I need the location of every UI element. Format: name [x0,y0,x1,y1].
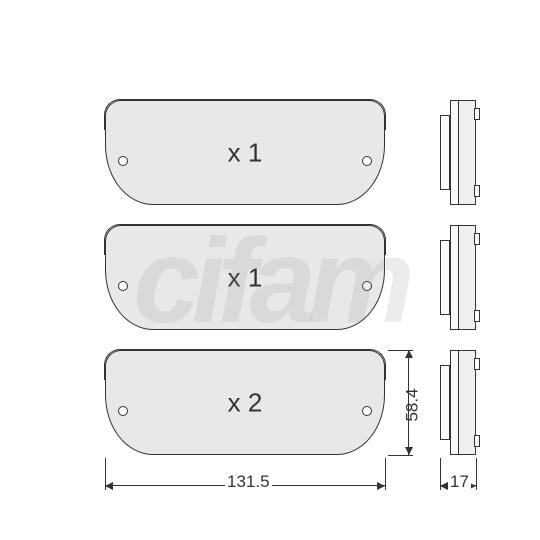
rivet-icon [362,406,372,416]
clip-icon [474,435,480,447]
brake-pad-2: x 1 [105,225,385,330]
ext-line [385,458,386,490]
brake-pad-1: x 1 [105,100,385,205]
clip-icon [474,108,480,120]
dim-height-label: 58.4 [403,388,423,421]
qty-label-3: x 2 [228,387,263,418]
profile-shim [440,115,450,190]
side-profile-1 [440,100,476,205]
profile-plate [450,350,458,455]
rivet-icon [362,156,372,166]
diagram-area: x 1 x 1 x 2 131.5 [50,50,490,490]
profile-plate [450,100,458,205]
rivet-icon [118,281,128,291]
dim-thickness-label: 17 [448,472,471,492]
clip-icon [474,233,480,245]
profile-shim [440,365,450,440]
clip-icon [474,310,480,322]
qty-label-2: x 1 [228,262,263,293]
rivet-icon [118,156,128,166]
clip-icon [474,185,480,197]
rivet-icon [118,406,128,416]
side-profile-3 [440,350,476,455]
qty-label-1: x 1 [228,137,263,168]
rivet-icon [362,281,372,291]
profile-shim [440,240,450,315]
brake-pad-3: x 2 [105,350,385,455]
clip-icon [474,358,480,370]
ext-line [476,458,477,490]
profile-plate [450,225,458,330]
dim-width-label: 131.5 [225,472,272,492]
ext-line [388,455,413,456]
side-profile-2 [440,225,476,330]
